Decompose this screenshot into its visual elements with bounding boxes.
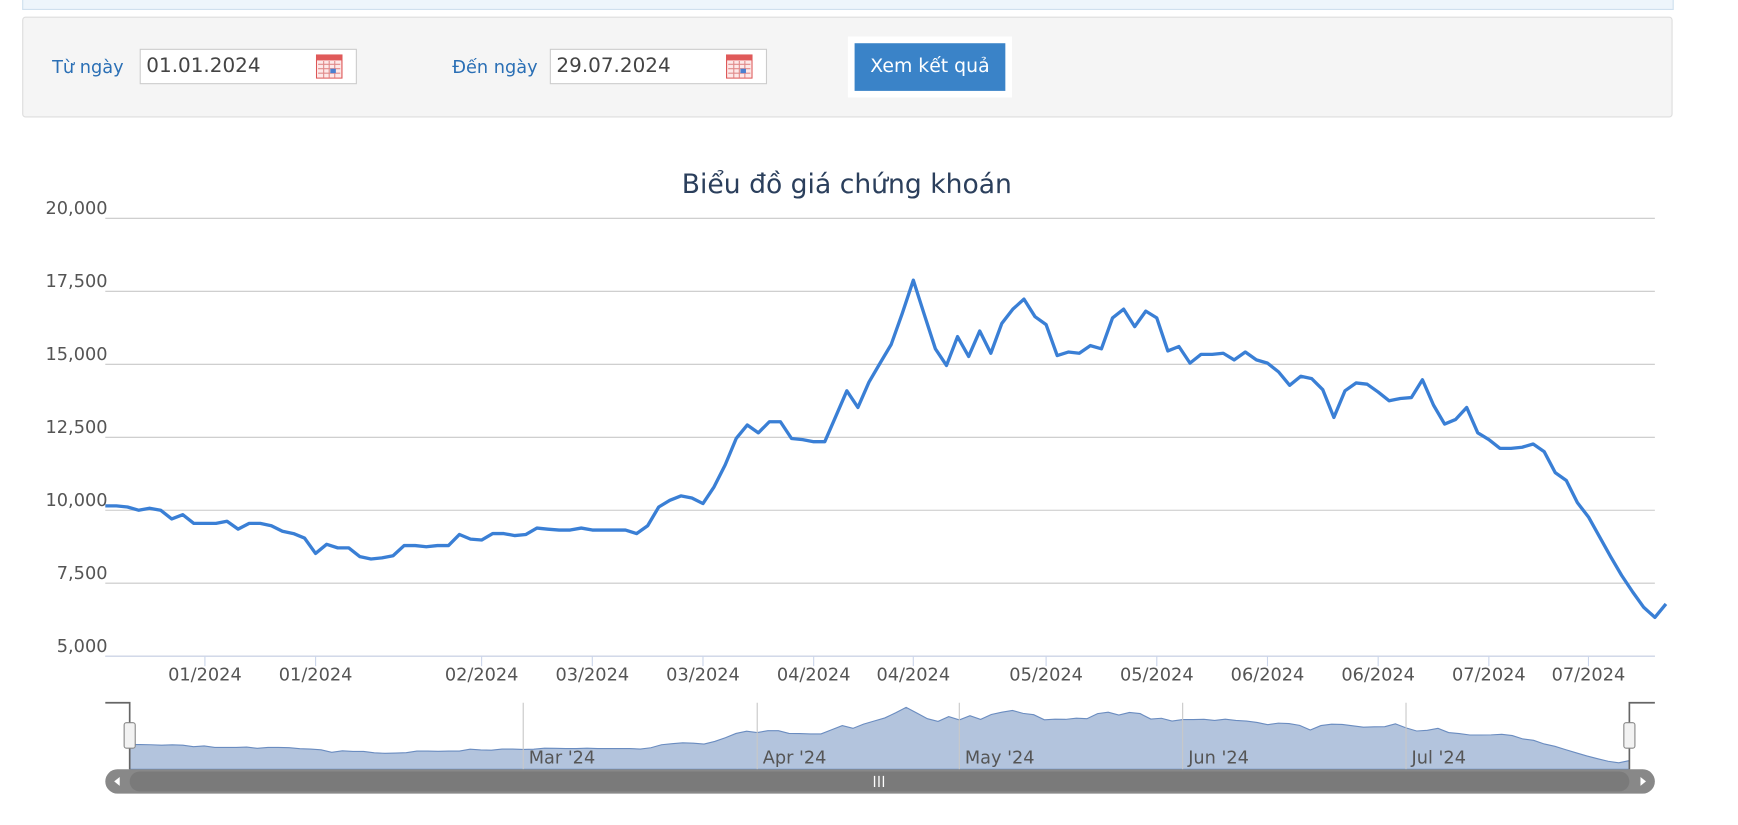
to-label: Đến ngày <box>452 56 538 78</box>
x-tick-label: 02/2024 <box>445 666 519 686</box>
from-input[interactable]: 01.01.2024 <box>139 48 357 85</box>
x-tick-label: 06/2024 <box>1231 666 1305 686</box>
y-tick-label: 20,000 <box>46 199 108 219</box>
navigator-label: Apr '24 <box>763 749 827 769</box>
chart-title: Biểu đồ giá chứng khoán <box>682 169 1012 200</box>
from-label: Từ ngày <box>52 56 124 78</box>
to-input[interactable]: 29.07.2024 <box>549 48 768 85</box>
x-tick-label: 03/2024 <box>556 666 630 686</box>
x-tick-label: 05/2024 <box>1120 666 1194 686</box>
scroll-left[interactable] <box>114 777 120 786</box>
navigator-label: Jun '24 <box>1187 749 1249 769</box>
x-tick-label: 01/2024 <box>168 666 242 686</box>
x-tick-label: 03/2024 <box>666 666 740 686</box>
x-tick-label: 06/2024 <box>1341 666 1415 686</box>
y-tick-label: 10,000 <box>46 491 108 511</box>
navigator-label: Jul '24 <box>1411 749 1466 769</box>
x-tick-label: 01/2024 <box>279 666 353 686</box>
y-tick-label: 5,000 <box>57 637 108 657</box>
x-tick-label: 07/2024 <box>1552 666 1626 686</box>
calendar-icon[interactable] <box>315 54 343 79</box>
from-value: 01.01.2024 <box>146 54 261 78</box>
top-bar <box>22 0 1674 10</box>
x-tick-label: 07/2024 <box>1452 666 1526 686</box>
navigator-handle[interactable] <box>123 722 136 749</box>
scroll-right[interactable] <box>1640 777 1647 786</box>
navigator-label: Mar '24 <box>529 749 595 769</box>
navigator-area <box>129 706 1630 770</box>
x-tick-label: 04/2024 <box>876 666 950 686</box>
submit-button[interactable]: Xem kết quả <box>854 43 1006 91</box>
scroll-grip <box>873 775 885 787</box>
x-tick-label: 05/2024 <box>1009 666 1083 686</box>
navigator-label: May '24 <box>965 749 1035 769</box>
y-tick-label: 12,500 <box>46 418 108 438</box>
calendar-icon[interactable] <box>726 54 753 79</box>
y-tick-label: 7,500 <box>57 564 108 584</box>
y-tick-label: 17,500 <box>46 272 108 292</box>
navigator-handle[interactable] <box>1623 722 1636 749</box>
y-tick-label: 15,000 <box>46 345 108 365</box>
x-tick-label: 04/2024 <box>777 666 851 686</box>
to-value: 29.07.2024 <box>556 54 671 78</box>
price-line <box>105 278 1668 620</box>
